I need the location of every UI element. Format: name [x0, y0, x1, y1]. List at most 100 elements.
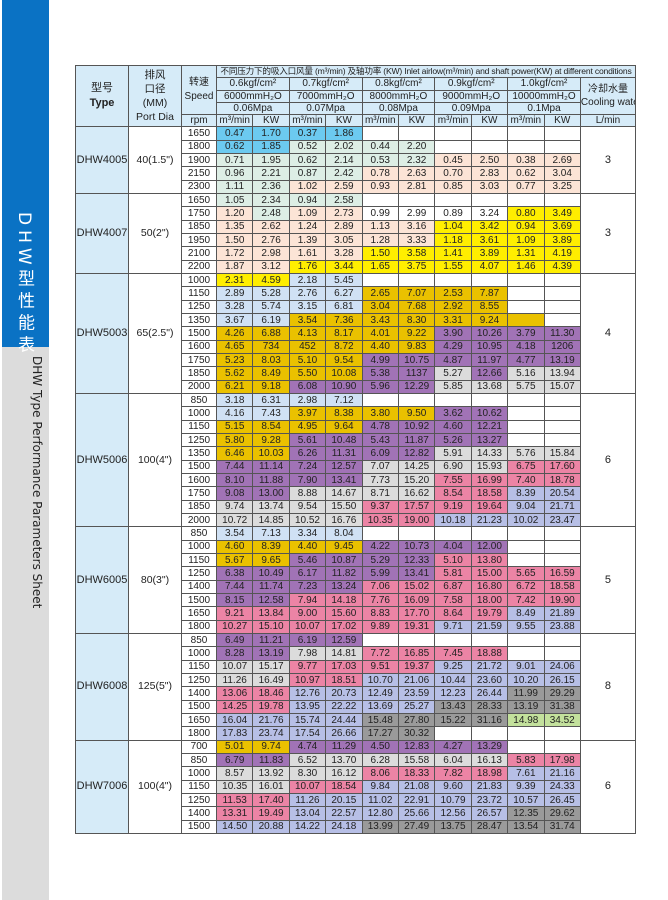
airflow-cell: 0.85: [434, 179, 472, 195]
airflow-unit: m³/min: [288, 114, 327, 128]
power-cell: 23.88: [543, 619, 581, 634]
power-cell: 2.59: [325, 179, 363, 195]
airflow-cell: [361, 632, 399, 648]
power-cell: 2.42: [325, 166, 363, 181]
power-cell: 13.68: [470, 379, 509, 395]
power-cell: 21.76: [252, 712, 290, 728]
power-cell: [543, 739, 581, 754]
airflow-cell: 13.54: [507, 819, 545, 834]
power-cell: 2.02: [325, 139, 363, 155]
model-type: DHW7006: [75, 739, 129, 834]
airflow-cell: 1.02: [288, 179, 327, 195]
airflow-cell: 0.47: [215, 126, 254, 141]
power-cell: [543, 552, 581, 568]
power-cell: 16.09: [397, 592, 436, 608]
airflow-cell: 8.15: [215, 592, 254, 608]
power-cell: 11.74: [252, 579, 290, 594]
table-row: 1900 0.71 1.95 0.62 2.14 0.53 2.32 0.45 2.50 0.38…: [76, 153, 636, 168]
airflow-cell: 8.57: [215, 766, 254, 781]
power-cell: 16.01: [252, 779, 290, 794]
airflow-cell: 7.73: [361, 473, 399, 488]
power-cell: 23.59: [397, 686, 436, 701]
power-cell: 20.88: [252, 819, 290, 834]
table-row: 2300 1.11 2.36 1.02 2.59 0.93 2.81 0.85 3.03 0.77…: [76, 179, 636, 195]
power-cell: 2.89: [325, 219, 363, 235]
power-cell: 16.13: [470, 752, 509, 768]
power-cell: 8.72: [325, 339, 363, 355]
airflow-cell: 3.54: [215, 526, 254, 541]
rpm-cell: 2000: [181, 512, 217, 528]
power-cell: 3.44: [325, 259, 363, 275]
power-unit: KW: [543, 114, 581, 128]
airflow-cell: [434, 273, 472, 288]
table-row: DHW4005 40(1.5") 1650 0.47 1.70 0.37 1.86 3: [75, 126, 637, 195]
airflow-cell: 7.94: [288, 592, 327, 608]
power-cell: [470, 139, 509, 155]
airflow-unit: m³/min: [361, 114, 399, 128]
power-cell: 16.62: [397, 486, 436, 501]
airflow-cell: 1.18: [434, 233, 472, 248]
airflow-cell: 7.42: [507, 592, 545, 608]
power-cell: 2.98: [252, 246, 290, 261]
airflow-cell: 13.95: [288, 699, 327, 714]
airflow-cell: 0.45: [434, 153, 472, 168]
power-cell: 13.70: [325, 752, 363, 768]
airflow-cell: [507, 126, 545, 141]
sidebar-title-cn: DHW型性能表: [14, 212, 34, 358]
airflow-cell: [434, 393, 472, 408]
power-cell: 8.03: [252, 353, 290, 368]
power-cell: 21.72: [470, 659, 509, 674]
rpm-cell: 2100: [181, 246, 217, 261]
power-cell: 2.63: [397, 166, 436, 181]
table-row: 1150 2.89 5.28 2.76 6.27 2.65 7.07 2.53 7.87: [76, 286, 636, 301]
airflow-cell: 10.18: [434, 512, 472, 528]
rpm-cell: 1250: [181, 792, 217, 808]
power-cell: 23.74: [252, 726, 290, 741]
airflow-cell: [507, 739, 545, 754]
airflow-cell: 6.49: [215, 632, 254, 648]
power-cell: 2.81: [397, 179, 436, 195]
power-cell: 20.54: [543, 486, 581, 501]
airflow-cell: [507, 313, 545, 328]
airflow-cell: 8.30: [288, 766, 327, 781]
airflow-cell: 0.53: [361, 153, 399, 168]
airflow-cell: 1.13: [361, 219, 399, 235]
airflow-cell: 1.31: [507, 246, 545, 261]
airflow-cell: 11.26: [215, 672, 254, 688]
airflow-cell: 4.22: [361, 539, 399, 554]
power-cell: 22.91: [397, 792, 436, 808]
sidebar-gray-band: [2, 347, 49, 900]
table-row: 1350 6.46 10.03 6.26 11.31 6.09 12.82 5.91 14.33…: [76, 446, 636, 461]
power-cell: 3.69: [543, 219, 581, 235]
power-cell: 12.33: [397, 552, 436, 568]
airflow-cell: 1.20: [215, 206, 254, 221]
power-cell: 20.15: [325, 792, 363, 808]
power-cell: 6.31: [252, 393, 290, 408]
model-port: 125(5"): [128, 632, 182, 741]
table-row: 1500 14.50 20.88 14.22 24.18 13.99 27.49 13.75 2…: [76, 819, 636, 834]
power-cell: 21.23: [470, 512, 509, 528]
airflow-cell: 5.23: [215, 353, 254, 368]
airflow-cell: 5.16: [507, 366, 545, 381]
airflow-cell: 4.77: [507, 353, 545, 368]
airflow-cell: 7.44: [215, 459, 254, 475]
power-cell: 2.32: [397, 153, 436, 168]
power-cell: 24.18: [325, 819, 363, 834]
airflow-cell: 2.98: [288, 393, 327, 408]
airflow-cell: 9.84: [361, 779, 399, 794]
airflow-cell: 5.85: [434, 379, 472, 395]
cooling-unit: L/min: [579, 114, 637, 128]
power-cell: 10.73: [397, 539, 436, 554]
table-row: DHW4007 50(2") 1650 1.05 2.34 0.94 2.58 3: [75, 193, 637, 275]
airflow-cell: 9.19: [434, 499, 472, 515]
power-cell: 18.58: [470, 486, 509, 501]
table-row: 1150 5.67 9.65 5.46 10.87 5.29 12.33 5.10 13.80: [76, 552, 636, 568]
airflow-cell: 9.08: [215, 486, 254, 501]
sidebar-title-en: DHW Type Performance Parameters Sheet: [30, 356, 44, 609]
power-cell: 10.87: [325, 552, 363, 568]
airflow-cell: 3.18: [215, 393, 254, 408]
power-cell: 23.72: [470, 792, 509, 808]
airflow-cell: 5.81: [434, 566, 472, 581]
table-row: 1750 9.08 13.00 8.88 14.67 8.71 16.62 8.54 18.58…: [76, 486, 636, 501]
power-cell: 17.98: [543, 752, 581, 768]
